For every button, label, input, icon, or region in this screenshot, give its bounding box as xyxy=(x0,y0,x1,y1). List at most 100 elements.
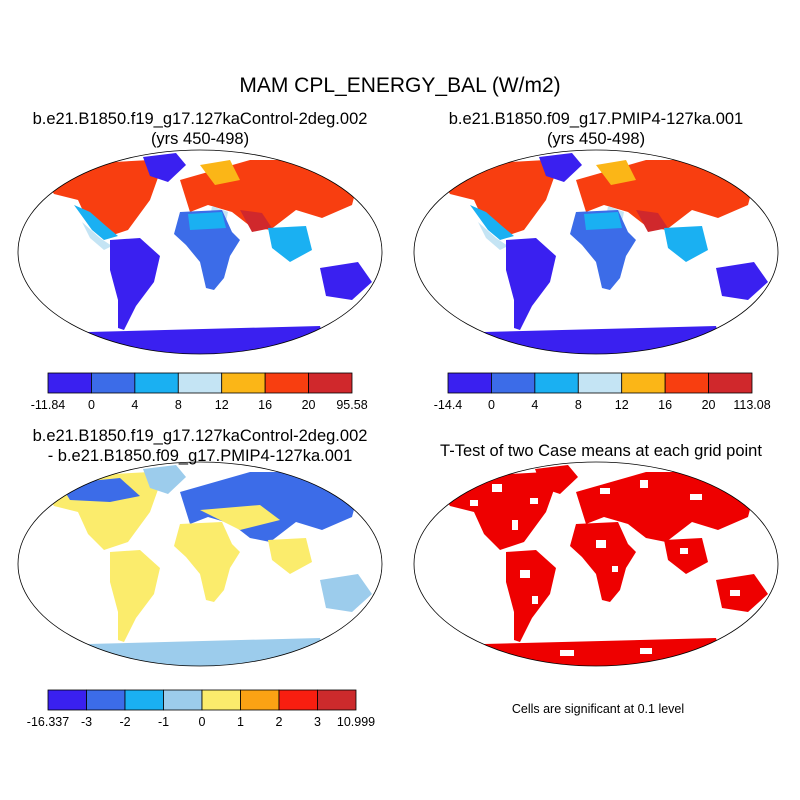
panel2-south-america xyxy=(506,238,556,330)
panel1-colorbar-bin xyxy=(177,372,223,394)
panel2-colorbar-tick-label: 4 xyxy=(531,398,538,412)
panel1-australia xyxy=(320,262,372,300)
panel4-map-outline xyxy=(413,461,779,667)
panel3-colorbar-tick-label: 3 xyxy=(314,715,321,729)
panel4-australia xyxy=(716,574,768,612)
panel2-colorbar-bin xyxy=(621,372,666,394)
panel1-central-america xyxy=(82,222,112,250)
panel3-colorbar-bin xyxy=(240,689,280,711)
panel2-us-south xyxy=(470,205,514,240)
panel3-colorbar-bin xyxy=(201,689,241,711)
panel1-colorbar-tick-label: 0 xyxy=(88,398,95,412)
panel4-map xyxy=(413,461,779,667)
panel3-colorbar-tick-label: -1 xyxy=(158,715,169,729)
panel3-colorbar-bin xyxy=(124,689,164,711)
panel3-title-line2: - b.e21.B1850.f09_g17.PMIP4-127ka.001 xyxy=(48,447,353,465)
panel2-colorbar-tick-label: -14.4 xyxy=(434,398,463,412)
panel2-title-line1: b.e21.B1850.f09_g17.PMIP4-127ka.001 xyxy=(449,110,743,128)
panel3-colorbar-bin xyxy=(163,689,203,711)
panel3-map xyxy=(17,461,383,667)
panel1-africa xyxy=(174,210,240,290)
panel2-australia xyxy=(716,262,768,300)
panel2-land xyxy=(438,153,768,354)
panel1-colorbar-tick-label: 16 xyxy=(258,398,272,412)
panel4-se-asia xyxy=(664,538,708,574)
panel2-greenland xyxy=(539,153,582,182)
panel3-se-asia xyxy=(268,538,312,574)
panel2-colorbar-tick-label: 16 xyxy=(658,398,672,412)
panel2-colorbar-bin xyxy=(491,372,536,394)
significance-note: Cells are significant at 0.1 level xyxy=(512,702,684,716)
panel2-colorbar-tick-label: 12 xyxy=(615,398,629,412)
panel2-colorbar-tick-label: 113.08 xyxy=(733,398,770,412)
panel2-africa xyxy=(570,210,636,290)
panel1-colorbar-bin xyxy=(221,372,266,394)
panel2-colorbar-bin xyxy=(447,372,492,394)
panel1-colorbar: -11.84 0 4 8 12 16 20 95.58 xyxy=(31,372,368,412)
panel1-south-america xyxy=(110,238,160,330)
panel3-map-outline xyxy=(17,461,383,667)
panel1-scandinavia xyxy=(200,160,240,185)
panel1-land xyxy=(42,153,372,354)
panel2-colorbar-tick-label: 0 xyxy=(488,398,495,412)
panel4-greenland xyxy=(535,465,578,494)
panel1-tibet xyxy=(240,210,272,232)
panel1-map xyxy=(17,149,383,355)
panel1-title-line2: (yrs 450-498) xyxy=(151,130,249,148)
panel4-africa xyxy=(570,522,636,602)
panel2-map-outline xyxy=(413,149,779,355)
panel3-australia xyxy=(320,574,372,612)
panel1-colorbar-bin xyxy=(134,372,179,394)
panel1-sahara xyxy=(188,212,226,230)
panel3-eurasia xyxy=(180,472,360,542)
panel1-colorbar-tick-label: 12 xyxy=(215,398,229,412)
panel1-colorbar-tick-label: 20 xyxy=(302,398,316,412)
panel4-nonsignificant-cells xyxy=(470,480,740,656)
panel1-colorbar-bin xyxy=(308,372,353,394)
panel1-colorbar-tick-label: -11.84 xyxy=(31,398,66,412)
panel3-africa xyxy=(174,522,240,602)
panel3-colorbar-tick-label: 10.999 xyxy=(337,715,375,729)
panel2-colorbar-bin xyxy=(577,372,623,394)
panel2-scandinavia xyxy=(596,160,636,185)
panel3-central-asia xyxy=(200,505,280,530)
panel1-greenland xyxy=(143,153,186,182)
panel2-se-asia xyxy=(664,226,708,262)
panel3-colorbar-tick-label: -16.337 xyxy=(27,715,69,729)
panel3-colorbar-bin xyxy=(86,689,126,711)
panel3-south-america xyxy=(110,550,160,642)
panel3-colorbar-tick-label: -2 xyxy=(119,715,130,729)
panel3-title-line1: b.e21.B1850.f19_g17.127kaControl-2deg.00… xyxy=(33,427,368,445)
panel1-colorbar-tick-label: 8 xyxy=(175,398,182,412)
panel1-title-line1: b.e21.B1850.f19_g17.127kaControl-2deg.00… xyxy=(33,110,368,128)
panel2-map xyxy=(413,149,779,355)
panel3-colorbar-bin xyxy=(47,689,87,711)
panel1-colorbar-bin xyxy=(91,372,136,394)
panel3-colorbar-tick-label: 0 xyxy=(199,715,206,729)
panel3-colorbar-tick-label: 1 xyxy=(237,715,244,729)
panel2-central-america xyxy=(478,222,508,250)
panel4-south-america xyxy=(506,550,556,642)
panel2-colorbar: -14.4 0 4 8 12 16 20 113.08 xyxy=(434,372,771,412)
panel3-colorbar-tick-label: 2 xyxy=(276,715,283,729)
panel2-tibet xyxy=(636,210,668,232)
panel2-colorbar-tick-label: 20 xyxy=(702,398,716,412)
panel1-colorbar-tick-label: 4 xyxy=(131,398,138,412)
panel3-colorbar-bin xyxy=(317,689,357,711)
panel2-colorbar-bin xyxy=(534,372,579,394)
panel3-land xyxy=(42,465,372,666)
panel1-se-asia xyxy=(268,226,312,262)
panel1-colorbar-tick-label: 95.58 xyxy=(336,398,367,412)
panel1-colorbar-bin xyxy=(264,372,309,394)
panel3-colorbar: -16.337 -3 -2 -1 0 1 2 3 10.999 xyxy=(27,689,375,729)
panel3-greenland xyxy=(143,465,186,494)
panel2-sahara xyxy=(584,212,622,230)
panel4-land xyxy=(438,465,768,666)
panel3-colorbar-bin xyxy=(278,689,318,711)
panel4-eurasia xyxy=(576,472,756,542)
panel1-us-south xyxy=(74,205,118,240)
panel2-title-line2: (yrs 450-498) xyxy=(547,130,645,148)
panel4-north-america xyxy=(438,472,556,550)
panel2-colorbar-tick-label: 8 xyxy=(575,398,582,412)
